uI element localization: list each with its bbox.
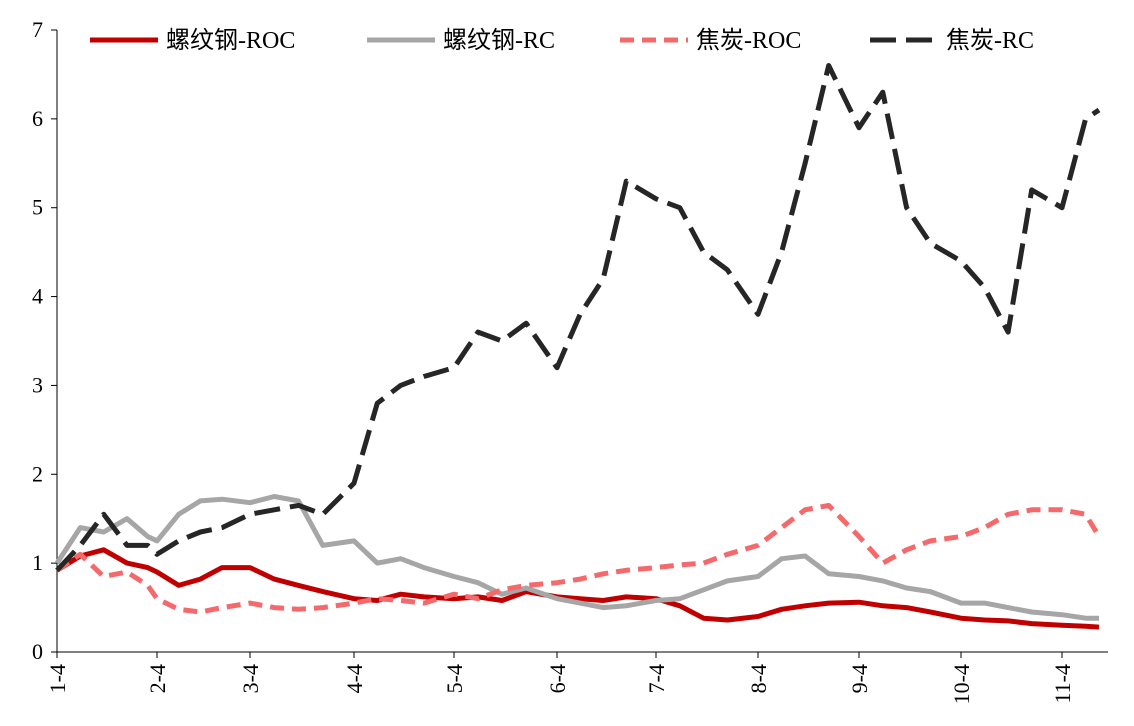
legend: 螺纹钢-ROC 螺纹钢-RC 焦炭-ROC 焦炭-RC	[90, 27, 1034, 54]
x-tick-label: 3-4	[238, 664, 263, 693]
y-tick-label: 2	[32, 461, 43, 486]
legend-label-1: 螺纹钢-RC	[443, 27, 555, 54]
y-tick-label: 0	[32, 639, 43, 664]
x-tick-label: 2-4	[145, 664, 170, 693]
x-tick-label: 4-4	[342, 664, 367, 693]
series-line-3	[55, 63, 1101, 573]
y-tick-label: 5	[32, 195, 43, 220]
x-tick-label: 1-4	[45, 664, 70, 693]
x-tick-label: 5-4	[442, 664, 467, 693]
legend-label-0: 螺纹钢-ROC	[166, 27, 295, 54]
x-tick-label: 7-4	[644, 664, 669, 693]
series-line-2	[55, 502, 1102, 615]
legend-label-2: 焦炭-ROC	[696, 27, 801, 54]
x-tick-label: 10-4	[949, 664, 974, 704]
x-tick-label: 9-4	[847, 664, 872, 693]
x-tick-label: 6-4	[545, 664, 570, 693]
series-lines	[54, 63, 1102, 630]
y-tick-label: 1	[32, 550, 43, 575]
y-tick-label: 3	[32, 372, 43, 397]
y-tick-label: 6	[32, 106, 43, 131]
legend-label-3: 焦炭-RC	[946, 27, 1034, 54]
series-line-0	[55, 547, 1100, 630]
series-line-1	[54, 494, 1099, 621]
axes: 0 1 2 3 4 5 6 7 1-4 2-4 3-4 4-4 5-4 6-4 7-4 8-4 9-4 10-4 1…	[32, 17, 1108, 704]
y-tick-label: 7	[32, 17, 43, 42]
x-tick-label: 8-4	[746, 664, 771, 693]
y-tick-label: 4	[32, 284, 43, 309]
x-tick-label: 11-4	[1050, 664, 1075, 704]
